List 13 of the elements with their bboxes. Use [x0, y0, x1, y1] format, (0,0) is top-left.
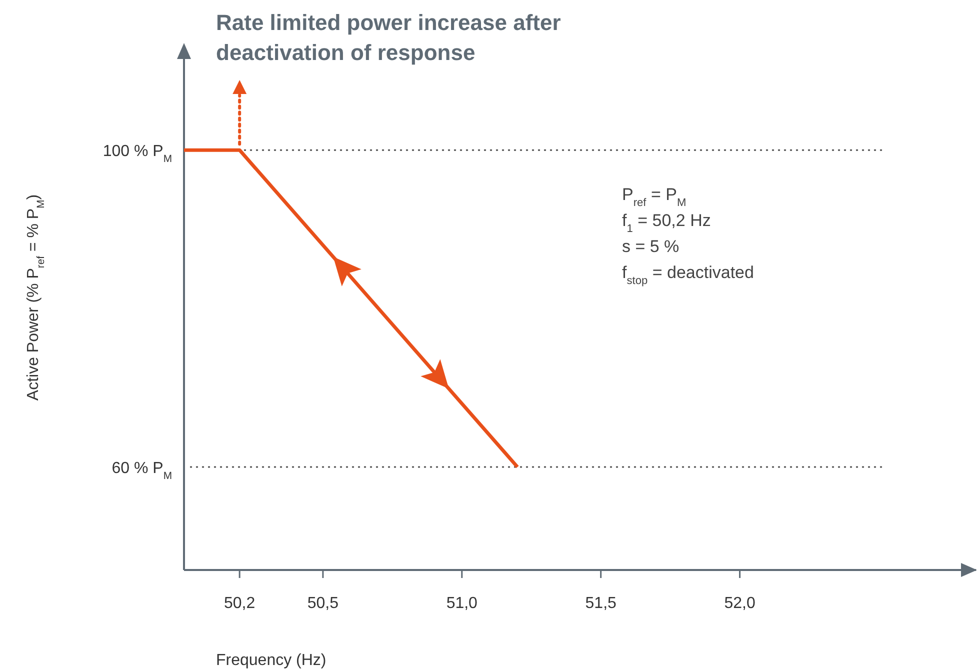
- x-tick-label: 51,0: [446, 595, 478, 612]
- y-tick-label: 100 % P$_{M}$: [102, 143, 172, 165]
- x-tick-label: 50,2: [224, 595, 256, 612]
- annotation: s = 5 %: [622, 237, 680, 256]
- x-tick-label: 50,5: [307, 595, 339, 612]
- annotation: P$_{ref}$ = P$_{M}$: [622, 185, 686, 209]
- annotation: f$_{1}$ = 50,2 Hz: [622, 211, 711, 235]
- x-tick-label: 52,0: [724, 595, 756, 612]
- y-tick-label: 60 % P$_{M}$: [112, 460, 172, 482]
- annotation: f$_{stop}$ = deactivated: [622, 263, 754, 287]
- x-axis-title: Frequency (Hz): [216, 652, 326, 669]
- annotation: Rate limited power increase after deactivation of response: [216, 10, 562, 65]
- x-tick-label: 51,5: [585, 595, 617, 612]
